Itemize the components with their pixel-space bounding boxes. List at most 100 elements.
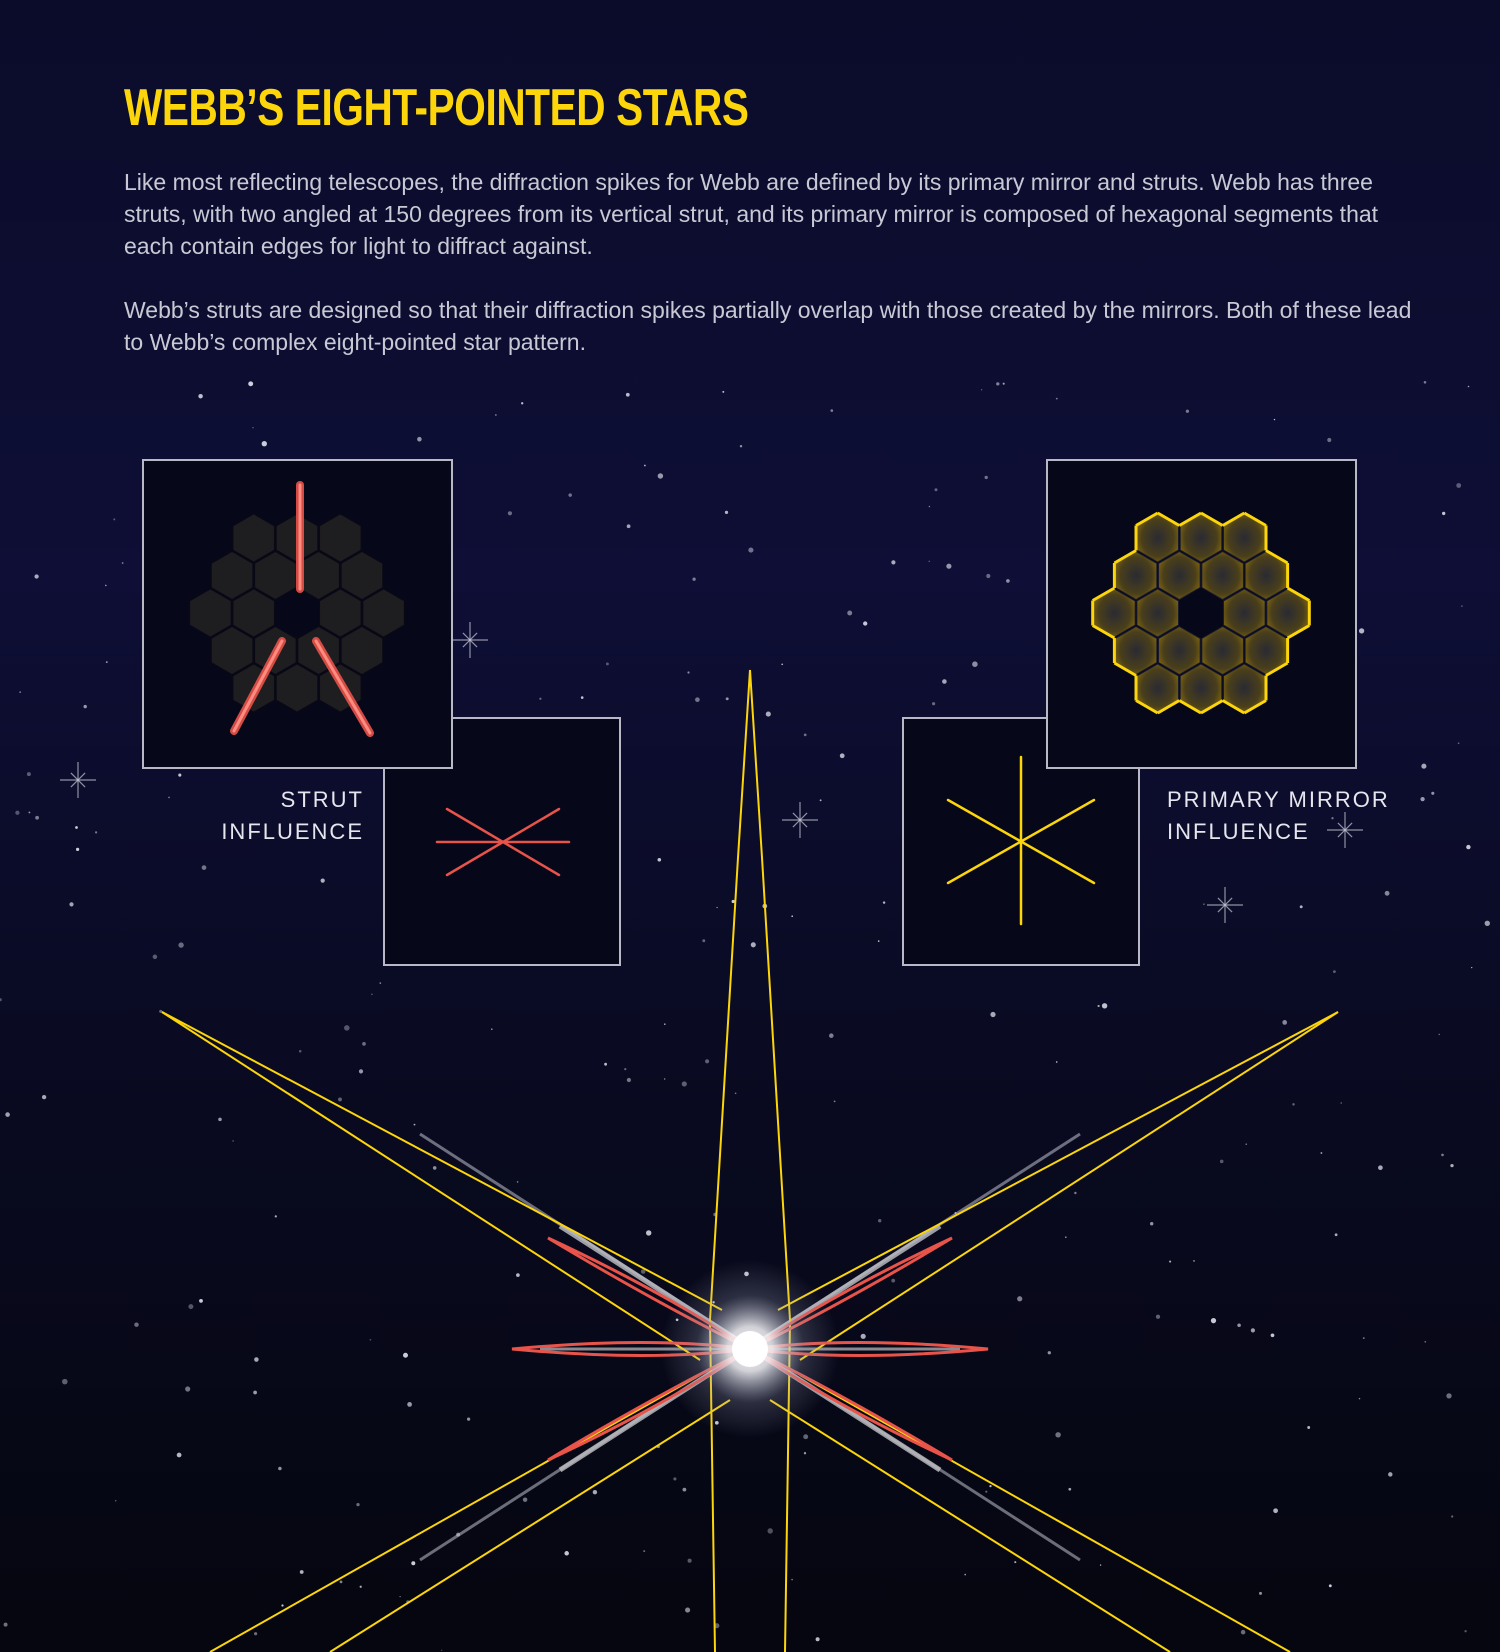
background-star [882,901,886,904]
background-star [522,1497,528,1502]
background-star [1014,1561,1017,1564]
background-star [839,753,845,759]
sparkle-star-ray [462,632,478,648]
background-star [1358,1397,1361,1400]
mirror-label-line1: PRIMARY MIRROR [1167,787,1390,812]
background-star [1457,742,1460,745]
background-star [664,1078,666,1080]
primary-mirror-panel [1046,459,1357,769]
background-star [1155,1314,1161,1319]
mirror-segment [232,588,275,638]
background-star [644,464,646,467]
background-star [28,811,31,814]
background-star [604,1062,608,1066]
mirror-segment [1158,550,1201,601]
background-star [19,691,22,693]
strut-spike-pattern [435,807,571,877]
background-star [1421,763,1427,769]
background-star [803,733,807,737]
background-star [1002,382,1005,385]
background-star [338,1097,342,1102]
background-star [134,1322,139,1327]
background-star [35,815,39,820]
background-star [568,493,572,497]
strut-mirror-panel [142,459,453,769]
background-star [83,704,87,709]
background-star [934,488,938,492]
background-star [516,1181,519,1183]
background-star [1442,511,1446,516]
background-star [1074,1191,1077,1195]
background-star [75,826,78,829]
strut-influence-label: STRUT INFLUENCE [190,784,364,848]
background-star [69,902,74,907]
background-star [1484,920,1490,926]
sparkle-star-ray [1337,822,1353,838]
background-star [1150,1222,1154,1226]
background-star [734,1092,737,1095]
background-star [847,610,853,616]
background-star [739,444,743,448]
background-star [232,1140,234,1142]
background-star [830,409,834,412]
background-star [891,560,896,565]
background-star [722,390,725,393]
background-star [1055,1061,1058,1063]
background-star [1461,605,1463,607]
background-star [1259,1591,1262,1595]
mirror-segment [1223,588,1266,638]
background-star [972,661,978,667]
intro-paragraph: Like most reflecting telescopes, the dif… [124,169,1379,259]
background-star [358,1069,364,1074]
background-star [1006,579,1010,583]
background-star [320,878,325,883]
background-star [278,1466,282,1471]
background-star [1358,628,1365,634]
background-star [201,865,207,870]
background-star [121,562,124,564]
background-star [333,824,336,827]
mirror-segment [275,663,319,713]
background-star [685,1607,691,1613]
sparkle-star-ray [70,772,86,788]
background-star [1055,1432,1061,1438]
background-star [199,1299,203,1303]
background-star [1282,1020,1288,1025]
strut-label-line2: INFLUENCE [221,819,364,844]
background-star [815,1637,820,1642]
background-star [687,671,690,674]
background-star [657,473,664,479]
sparkle-star-ray [792,812,808,828]
background-star [891,1278,896,1283]
background-star [1328,1584,1332,1588]
background-star [252,426,254,429]
background-star [1307,1426,1311,1429]
background-star [964,1573,966,1576]
mirror-segment [1201,625,1244,676]
background-star [731,899,735,904]
background-star [819,799,822,802]
background-star [626,524,631,529]
background-star [767,1528,773,1534]
background-star [750,942,756,948]
mirror-with-struts [189,481,405,737]
background-star [1065,1236,1067,1238]
background-star [62,1378,68,1385]
background-star [1451,1515,1454,1518]
background-star [692,577,696,581]
background-star [339,1580,343,1584]
background-star [1333,970,1336,973]
background-star [1334,1233,1338,1237]
background-star [178,773,182,777]
background-star [1471,966,1473,969]
background-star [1210,1317,1217,1324]
page-title: WEBB’S EIGHT-POINTED STARS [124,79,749,137]
background-star [625,392,630,397]
mirror-segment [210,625,254,676]
background-star [986,573,991,579]
primary-mirror-segments [1091,511,1311,715]
background-star [371,993,373,996]
background-star [860,1333,866,1339]
background-star [1099,1564,1102,1566]
background-star [1456,483,1462,488]
